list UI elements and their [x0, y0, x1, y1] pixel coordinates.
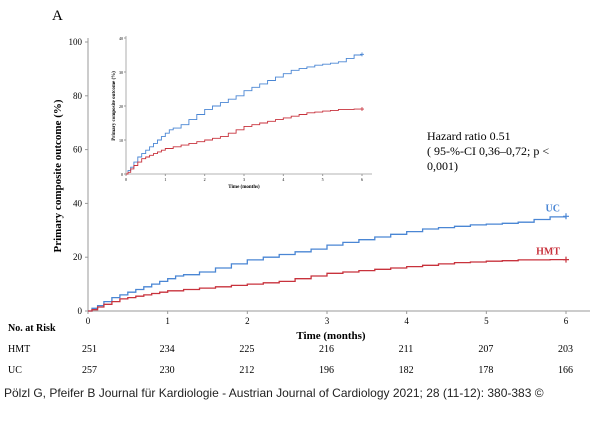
hazard-ratio-line: Hazard ratio 0.51 [427, 129, 511, 143]
risk-count: 234 [159, 344, 175, 355]
series-line-uc [88, 216, 567, 312]
y-tick-label: 60 [73, 145, 83, 155]
p-value-line: 0,001) [427, 159, 458, 173]
x-tick-label: 6 [564, 316, 569, 326]
inset-x-tick-label: 0 [125, 177, 127, 182]
y-axis-label: Primary composite outcome (%) [52, 99, 64, 252]
censor-mark-uc [563, 213, 569, 220]
x-tick-label: 4 [404, 316, 409, 326]
inset-x-tick-label: 5 [322, 177, 324, 182]
x-tick-label: 1 [165, 316, 170, 326]
inset-x-tick-label: 3 [243, 177, 245, 182]
risk-table-header: No. at Risk [8, 323, 56, 334]
inset-x-tick-label: 2 [204, 177, 206, 182]
y-tick-label: 20 [73, 252, 83, 262]
inset-series-line-hmt [126, 108, 362, 175]
x-axis-label: Time (months) [296, 330, 365, 342]
inset-plot: 0 10 20 30 40 0 1 2 3 4 5 6 Time (months) Primary com… [112, 36, 372, 190]
inset-x-tick-label: 4 [282, 177, 284, 182]
x-tick-label: 0 [86, 316, 91, 326]
x-tick-label: 2 [245, 316, 250, 326]
risk-count: 182 [398, 365, 414, 376]
series-line-hmt [88, 258, 566, 312]
risk-row-label-uc: UC [8, 365, 22, 376]
panel-label: A [52, 8, 63, 24]
risk-count: 203 [558, 344, 573, 355]
risk-count: 225 [239, 344, 255, 355]
risk-row-label-hmt: HMT [8, 344, 31, 355]
inset-x-tick-label: 1 [164, 177, 166, 182]
confidence-interval-line: ( 95-%-CI 0,36–0,72; p < [427, 144, 550, 158]
censor-mark-hmt [563, 256, 569, 263]
risk-count: 257 [82, 365, 97, 376]
y-tick-label: 100 [69, 37, 83, 47]
main-series: UC HMT [88, 203, 569, 312]
risk-count: 211 [398, 344, 414, 355]
risk-count: 196 [319, 365, 334, 376]
inset-x-tick-label: 6 [361, 177, 363, 182]
citation: Pölzl G, Pfeifer B Journal für Kardiolog… [4, 386, 544, 400]
series-label-uc: UC [546, 203, 560, 214]
y-tick-label: 40 [73, 198, 83, 208]
inset-censor-mark-hmt [360, 107, 364, 112]
inset-x-axis-label: Time (months) [228, 185, 260, 190]
risk-count: 166 [558, 365, 573, 376]
inset-y-tick-label: 0 [121, 172, 123, 177]
inset-series-line-uc [126, 54, 363, 175]
inset-y-tick-label: 40 [119, 36, 123, 41]
x-tick-label: 5 [484, 316, 489, 326]
risk-count: 178 [478, 365, 494, 376]
risk-count: 207 [478, 344, 494, 355]
hazard-ratio-annotation: Hazard ratio 0.51 ( 95-%-CI 0,36–0,72; p… [427, 129, 597, 174]
y-tick-label: 0 [78, 306, 83, 316]
x-tick-label: 3 [325, 316, 330, 326]
inset-y-axis-label: Primary composite outcome (%) [112, 71, 117, 141]
risk-count: 251 [82, 344, 97, 355]
risk-count: 230 [159, 365, 175, 376]
y-tick-label: 80 [73, 91, 83, 101]
inset-censor-mark-uc [360, 52, 364, 57]
series-label-hmt: HMT [536, 247, 560, 258]
inset-y-tick-label: 20 [119, 104, 123, 109]
inset-y-tick-label: 30 [119, 70, 123, 75]
risk-count: 212 [239, 365, 255, 376]
inset-y-tick-label: 10 [119, 138, 123, 143]
main-axes [87, 38, 590, 312]
risk-count: 216 [319, 344, 334, 355]
